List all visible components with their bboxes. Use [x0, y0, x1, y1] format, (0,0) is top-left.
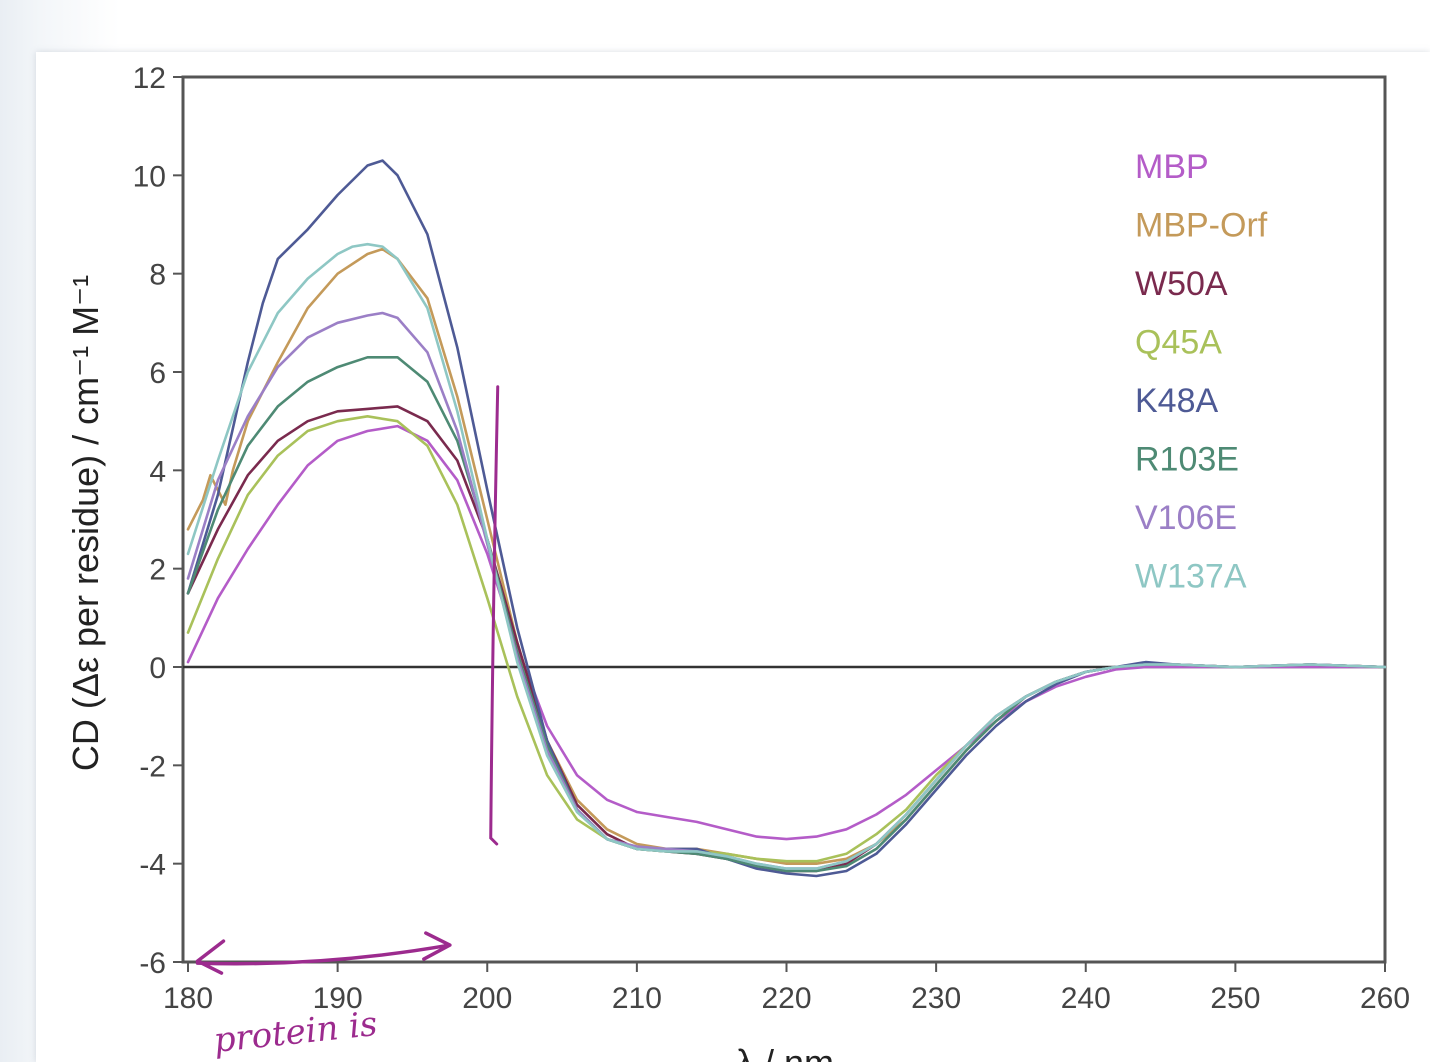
x-tick-label: 230 [911, 982, 961, 1015]
series-line-q45a [186, 415, 1386, 863]
y-axis-title: CD (Δε per residue) / cm⁻¹ M⁻¹ [65, 275, 106, 771]
series-line-mbp [186, 424, 1386, 841]
y-tick-label: -6 [139, 947, 166, 980]
x-tick-label: 210 [612, 982, 662, 1015]
legend-entry-w50a: W50A [1135, 265, 1228, 303]
legend-entry-r103e: R103E [1135, 441, 1239, 479]
legend-entry-w137a: W137A [1135, 558, 1247, 596]
legend-entry-k48a: K48A [1135, 382, 1218, 420]
tick-layer: -6 -4 -2 0 2 4 6 8 10 12 180 190 200 210 220 230 240 250 2… [133, 62, 1410, 1015]
series-line-w137a [186, 242, 1386, 870]
y-tick-label: 12 [133, 62, 166, 95]
legend-entry-q45a: Q45A [1135, 324, 1222, 362]
page-edge [1430, 0, 1440, 1062]
handwritten-double-arrow [195, 931, 452, 975]
figure-card [36, 52, 1430, 1062]
y-tick-label: 8 [149, 259, 166, 292]
y-tick-label: 0 [149, 652, 166, 685]
x-tick-label: 250 [1210, 982, 1260, 1015]
legend-entry-v106e: V106E [1135, 499, 1237, 537]
y-tick-label: 6 [149, 357, 166, 390]
y-tick-label: -4 [139, 849, 166, 882]
series-line-r103e [186, 356, 1386, 873]
y-tick-label: 4 [149, 455, 166, 488]
legend: MBP MBP-Orf W50A Q45A K48A R103E V106E W137A [1135, 148, 1268, 596]
handwritten-note: protein is [212, 1004, 379, 1061]
x-tick-label: 260 [1360, 982, 1410, 1015]
x-tick-label: 180 [163, 982, 213, 1015]
y-tick-label: 2 [149, 554, 166, 587]
legend-entry-mbp-orf: MBP-Orf [1135, 207, 1268, 245]
plot-frame [181, 75, 1387, 964]
y-tick-label: -2 [139, 750, 166, 783]
y-tick-label: 10 [133, 160, 166, 193]
x-tick-label: 220 [761, 982, 811, 1015]
x-tick-label: 190 [313, 982, 363, 1015]
handwritten-vertical-line [489, 385, 500, 846]
x-tick-label: 240 [1061, 982, 1111, 1015]
series-layer [186, 159, 1386, 878]
handwritten-annotations: protein is [195, 385, 500, 1061]
legend-entry-mbp: MBP [1135, 148, 1209, 186]
x-axis-title: λ / nm [736, 1042, 834, 1062]
x-tick-label: 200 [462, 982, 512, 1015]
